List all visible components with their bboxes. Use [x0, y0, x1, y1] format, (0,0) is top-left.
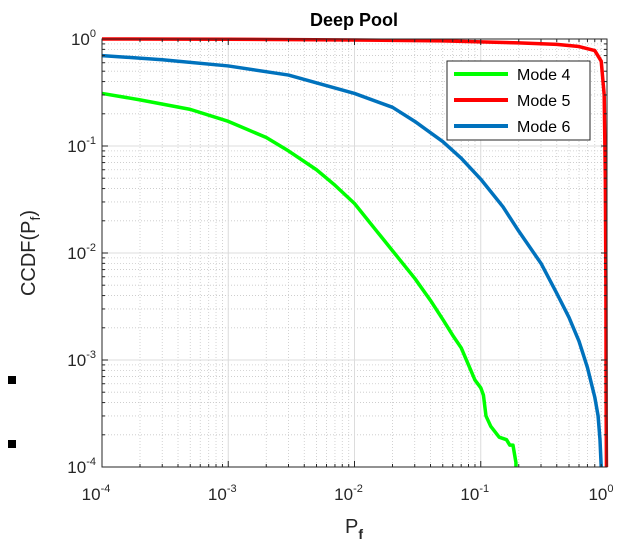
y-tick-base: 10 [71, 30, 90, 49]
y-tick-base: 10 [67, 137, 86, 156]
y-tick-base: 10 [67, 244, 86, 263]
legend-label-mode-6: Mode 6 [517, 119, 570, 136]
bullet-marker-lower [8, 440, 16, 448]
series-line-mode-6 [101, 53, 603, 468]
x-tick-labels: 10-4 10-3 10-2 10-1 100 [82, 483, 614, 504]
x-tick-base: 10 [82, 485, 101, 504]
y-tick-exp: -3 [86, 349, 96, 361]
x-tick-exp: -2 [353, 483, 363, 495]
x-tick-label: 10-4 [82, 483, 111, 504]
y-axis-label-close: ) [18, 210, 40, 217]
x-tick-base: 10 [460, 485, 479, 504]
x-tick-exp: -4 [101, 483, 111, 495]
legend-label-mode-4: Mode 4 [517, 67, 570, 84]
chart-title: Deep Pool [310, 10, 398, 30]
y-tick-base: 10 [67, 351, 86, 370]
y-tick-label: 100 [71, 28, 96, 49]
bullet-marker-upper [8, 376, 16, 384]
y-tick-exp: -4 [86, 456, 96, 468]
x-axis-label-sub: f [358, 526, 363, 542]
x-axis-label: Pf [345, 516, 363, 542]
x-tick-label: 10-2 [334, 483, 363, 504]
legend-label-mode-5: Mode 5 [517, 93, 570, 110]
y-axis-label-main: CCDF(P [18, 221, 40, 297]
y-tick-label: 10-2 [67, 242, 96, 263]
y-tick-exp: -2 [86, 242, 96, 254]
x-axis-label-main: P [345, 516, 358, 538]
y-tick-exp: 0 [90, 28, 96, 40]
y-tick-label: 10-3 [67, 349, 96, 370]
tick-marks [101, 38, 608, 468]
x-tick-exp: 0 [607, 483, 613, 495]
series-line-mode-4 [101, 91, 518, 467]
y-axis-label-sub: f [27, 217, 43, 221]
x-tick-base: 10 [588, 485, 607, 504]
series-layer [101, 37, 609, 468]
x-tick-label: 10-3 [208, 483, 237, 504]
x-tick-base: 10 [334, 485, 353, 504]
series-line-mode-5 [101, 37, 609, 468]
x-tick-label: 100 [588, 483, 613, 504]
y-tick-label: 10-4 [67, 456, 96, 477]
y-tick-exp: -1 [86, 135, 96, 147]
x-tick-exp: -3 [227, 483, 237, 495]
x-tick-base: 10 [208, 485, 227, 504]
legend: Mode 4 Mode 5 Mode 6 [446, 60, 591, 141]
y-tick-label: 10-1 [67, 135, 96, 156]
y-tick-base: 10 [67, 458, 86, 477]
y-axis-label: CCDF(Pf) [18, 210, 43, 296]
x-tick-exp: -1 [479, 483, 489, 495]
x-tick-label: 10-1 [460, 483, 489, 504]
